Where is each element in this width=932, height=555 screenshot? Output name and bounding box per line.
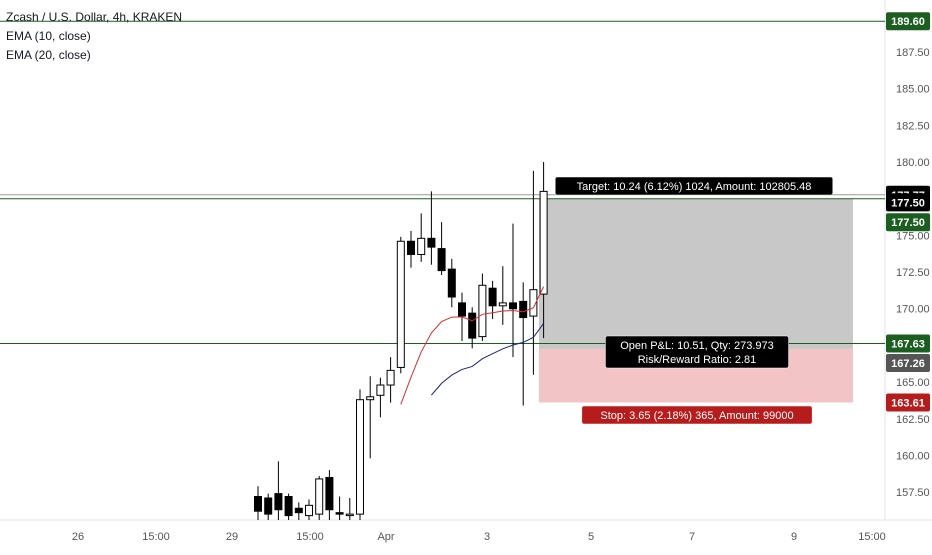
candle-body[interactable] — [458, 302, 466, 317]
x-tick-label: 5 — [588, 531, 594, 543]
candle-body[interactable] — [356, 399, 364, 515]
candle-body[interactable] — [386, 369, 395, 386]
candle-body[interactable] — [335, 512, 344, 515]
svg-text:189.60: 189.60 — [891, 16, 925, 28]
candle-body[interactable] — [539, 190, 548, 295]
candle-body[interactable] — [407, 240, 415, 255]
candle-body[interactable] — [488, 287, 497, 307]
candle-body[interactable] — [509, 302, 517, 310]
price-axis-label: 167.63 — [886, 334, 930, 353]
price-axis-label: 177.50 — [886, 213, 930, 232]
y-tick-label: 185.00 — [896, 84, 930, 96]
candle-body[interactable] — [294, 507, 303, 514]
candle-body[interactable] — [315, 478, 324, 515]
x-tick-label: 15:00 — [858, 531, 886, 543]
candle-body[interactable] — [284, 496, 293, 517]
svg-text:177.50: 177.50 — [891, 217, 925, 229]
position-label-text: Stop: 3.65 (2.18%) 365, Amount: 99000 — [600, 410, 793, 422]
svg-text:177.50: 177.50 — [891, 197, 925, 209]
candle-body[interactable] — [478, 284, 487, 338]
x-tick-label: 3 — [484, 531, 490, 543]
symbol-title[interactable]: Zcash / U.S. Dollar, 4h, KRAKEN — [6, 10, 183, 24]
x-tick-label: 9 — [791, 531, 797, 543]
candle-body[interactable] — [254, 496, 262, 512]
price-axis-label: 163.61 — [886, 393, 930, 412]
x-tick-label: 26 — [72, 531, 84, 543]
svg-text:163.61: 163.61 — [891, 397, 925, 409]
y-tick-label: 175.00 — [896, 230, 930, 242]
chart-legend: Zcash / U.S. Dollar, 4h, KRAKEN EMA (10,… — [6, 8, 182, 65]
candle-body[interactable] — [376, 384, 385, 396]
pnl-label[interactable]: Open P&L: 10.51, Qty: 273.973 Risk/Reward… — [605, 335, 789, 369]
x-tick-label: 7 — [689, 531, 695, 543]
candle-body[interactable] — [274, 493, 283, 511]
x-tick-label: 15:00 — [142, 531, 170, 543]
position-label-text: Risk/Reward Ratio: 2.81 — [638, 354, 757, 366]
candle-body[interactable] — [264, 497, 273, 515]
profit-zone[interactable] — [539, 198, 853, 349]
position-label-text: Target: 10.24 (6.12%) 1024, Amount: 1028… — [577, 181, 812, 193]
x-tick-label: 15:00 — [296, 531, 324, 543]
candle-body[interactable] — [345, 513, 354, 517]
candle-body[interactable] — [396, 240, 405, 368]
svg-text:167.26: 167.26 — [891, 358, 925, 370]
candle-body[interactable] — [529, 289, 538, 317]
y-tick-label: 160.00 — [896, 450, 930, 462]
y-tick-label: 187.50 — [896, 47, 930, 59]
x-tick-label: Apr — [377, 531, 394, 543]
ema-20-legend[interactable]: EMA (20, close) — [6, 48, 91, 62]
y-tick-label: 182.50 — [896, 120, 930, 132]
candle-body[interactable] — [366, 396, 375, 401]
candle-body[interactable] — [437, 248, 446, 272]
candle-body[interactable] — [498, 302, 507, 307]
x-tick-label: 29 — [226, 531, 238, 543]
y-tick-label: 170.00 — [896, 304, 930, 316]
candle-body[interactable] — [305, 504, 313, 517]
position-label-text: Open P&L: 10.51, Qty: 273.973 — [620, 340, 774, 352]
candle-body[interactable] — [325, 476, 334, 511]
y-tick-label: 157.50 — [896, 487, 930, 499]
stop-label[interactable]: Stop: 3.65 (2.18%) 365, Amount: 99000 — [581, 405, 813, 425]
y-tick-label: 172.50 — [896, 267, 930, 279]
candle-body[interactable] — [447, 268, 456, 298]
svg-text:167.63: 167.63 — [891, 339, 925, 351]
candle-body[interactable] — [468, 312, 477, 339]
price-axis-label: 177.50 — [886, 193, 930, 212]
ema-20-line[interactable] — [431, 323, 545, 396]
candle-body[interactable] — [519, 300, 528, 319]
candle-body[interactable] — [417, 237, 426, 255]
y-tick-label: 162.50 — [896, 414, 930, 426]
ema-10-line[interactable] — [400, 286, 545, 405]
ema-10-legend[interactable]: EMA (10, close) — [6, 29, 91, 43]
price-axis-label: 189.60 — [886, 12, 930, 31]
price-axis-label: 167.26 — [886, 354, 930, 373]
target-label[interactable]: Target: 10.24 (6.12%) 1024, Amount: 1028… — [555, 176, 833, 196]
y-tick-label: 165.00 — [896, 377, 930, 389]
y-tick-label: 180.00 — [896, 157, 930, 169]
candle-body[interactable] — [427, 237, 436, 248]
